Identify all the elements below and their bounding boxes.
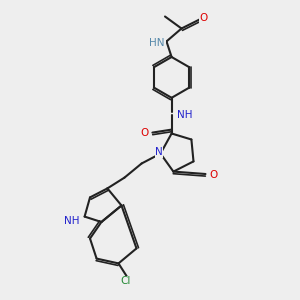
Text: O: O: [141, 128, 149, 138]
Text: O: O: [199, 13, 208, 23]
Text: Cl: Cl: [121, 276, 131, 286]
Text: N: N: [155, 147, 163, 157]
Text: O: O: [209, 169, 217, 180]
Text: NH: NH: [64, 216, 79, 226]
Text: NH: NH: [177, 110, 193, 120]
Text: HN: HN: [149, 38, 165, 48]
